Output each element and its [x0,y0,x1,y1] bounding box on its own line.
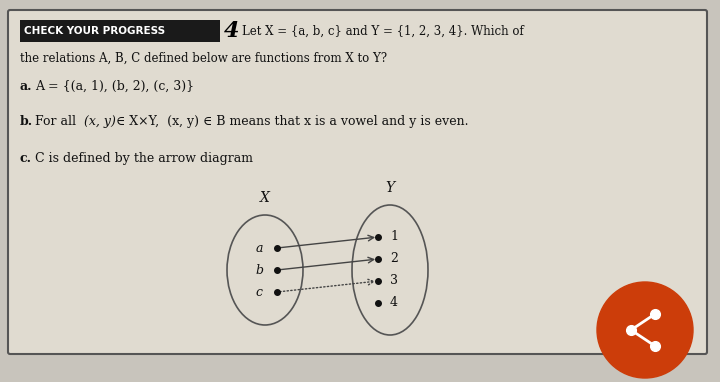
Circle shape [597,282,693,378]
Text: Let X = {a, b, c} and Y = {1, 2, 3, 4}. Which of: Let X = {a, b, c} and Y = {1, 2, 3, 4}. … [242,24,523,37]
Text: X: X [260,191,270,205]
Text: 4: 4 [224,20,240,42]
Text: b: b [255,264,263,277]
Text: the relations A, B, C defined below are functions from X to Y?: the relations A, B, C defined below are … [20,52,387,65]
Text: C is defined by the arrow diagram: C is defined by the arrow diagram [35,152,253,165]
Text: b.: b. [20,115,33,128]
Bar [20,20,220,42]
Text: 3: 3 [390,275,398,288]
Text: A = {(a, 1), (b, 2), (c, 3)}: A = {(a, 1), (b, 2), (c, 3)} [35,80,194,93]
Text: 1: 1 [390,230,398,243]
FancyBboxPatch shape [8,10,707,354]
Text: Y: Y [385,181,395,195]
Text: c: c [256,285,263,298]
Text: ∈ X×Y,  (x, y) ∈ B means that x is a vowel and y is even.: ∈ X×Y, (x, y) ∈ B means that x is a vowe… [116,115,469,128]
Text: a.: a. [20,80,32,93]
Text: For all: For all [35,115,80,128]
Text: CHECK YOUR PROGRESS: CHECK YOUR PROGRESS [24,26,165,36]
Text: c.: c. [20,152,32,165]
Text: a: a [256,241,263,254]
Text: 2: 2 [390,253,398,265]
Text: (x, y): (x, y) [84,115,116,128]
Text: 4: 4 [390,296,398,309]
